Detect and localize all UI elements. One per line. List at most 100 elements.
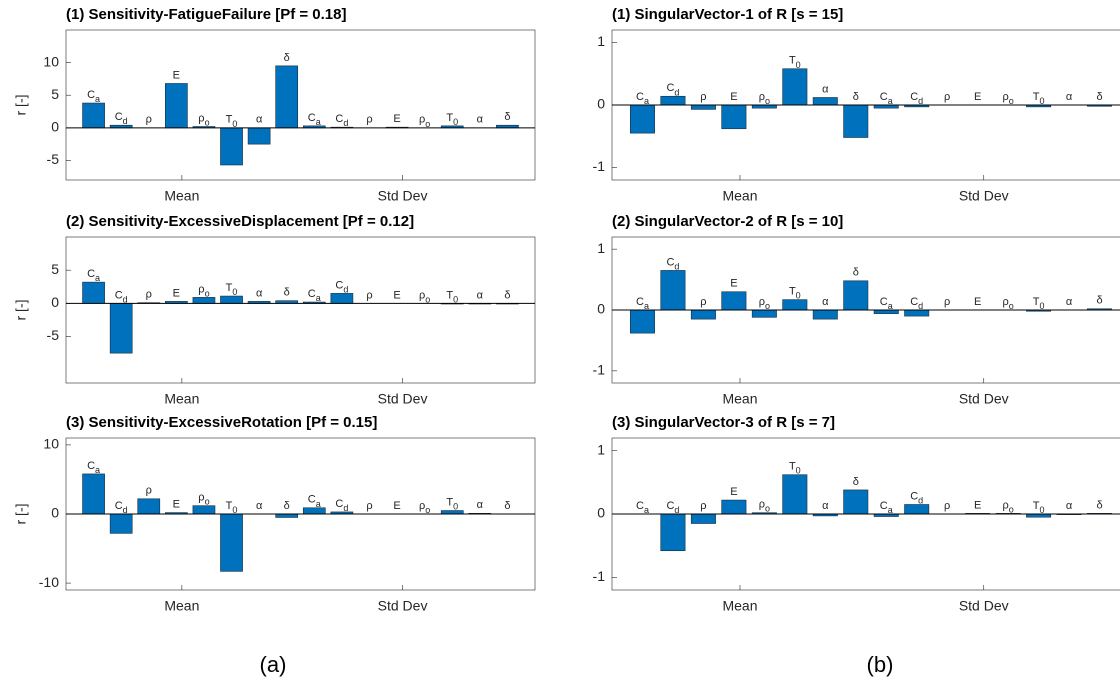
bar-label: ρ bbox=[366, 500, 372, 512]
chart-title: (3) Sensitivity-ExcessiveRotation [Pf = … bbox=[66, 414, 377, 431]
bar bbox=[109, 303, 133, 354]
x-group-label: Mean bbox=[164, 598, 199, 614]
bar-label: ρo bbox=[419, 114, 430, 129]
bar bbox=[330, 293, 354, 304]
bar-label: ρo bbox=[1002, 499, 1013, 514]
y-tick-label: -5 bbox=[47, 151, 60, 167]
x-group-label: Mean bbox=[164, 188, 199, 204]
y-tick-label: -1 bbox=[593, 568, 606, 584]
subplot: (3) Sensitivity-ExcessiveRotation [Pf = … bbox=[13, 414, 536, 614]
bar bbox=[690, 513, 716, 524]
bar-label: δ bbox=[504, 111, 510, 123]
bar bbox=[660, 270, 686, 311]
x-group-label: Mean bbox=[722, 598, 757, 614]
bar bbox=[247, 127, 271, 145]
bar-label: E bbox=[393, 289, 400, 301]
bar-label: α bbox=[1066, 296, 1073, 308]
subplot: (1) Sensitivity-FatigueFailure [Pf = 0.1… bbox=[13, 6, 536, 204]
bar bbox=[275, 65, 299, 129]
bar-label: E bbox=[730, 91, 737, 103]
chart-title: (3) SingularVector-3 of R [s = 7] bbox=[612, 414, 835, 431]
y-tick-label: 1 bbox=[597, 441, 605, 457]
bar-label: T0 bbox=[226, 282, 238, 297]
bar-label: T0 bbox=[1033, 91, 1045, 106]
y-tick-label: 0 bbox=[51, 119, 59, 135]
plot-area bbox=[65, 29, 536, 181]
bar-label: δ bbox=[504, 500, 510, 512]
bar-label: ρ bbox=[944, 91, 950, 103]
bar bbox=[843, 489, 869, 515]
bar-label: T0 bbox=[226, 114, 238, 129]
bar-label: ρ bbox=[944, 296, 950, 308]
y-tick-label: 0 bbox=[597, 96, 605, 112]
bar-label: E bbox=[173, 499, 180, 511]
y-tick-label: 10 bbox=[43, 436, 59, 452]
y-axis-label: r [-] bbox=[13, 504, 29, 525]
panel-label: (a) bbox=[260, 652, 287, 677]
bar-label: α bbox=[477, 114, 484, 126]
bar-label: T0 bbox=[226, 500, 238, 515]
bar bbox=[690, 309, 716, 320]
bar-label: α bbox=[256, 500, 263, 512]
bar-label: α bbox=[477, 499, 484, 511]
subplot: (1) SingularVector-1 of R [s = 15]-101Ca… bbox=[593, 6, 1120, 204]
x-group-label: Mean bbox=[164, 391, 199, 407]
bar bbox=[721, 291, 747, 311]
bar-label: δ bbox=[284, 287, 290, 299]
bar bbox=[904, 504, 930, 515]
bar-label: ρo bbox=[759, 91, 770, 106]
bar-label: ρo bbox=[198, 112, 209, 127]
x-group-label: Std Dev bbox=[378, 598, 428, 614]
bar bbox=[782, 68, 808, 106]
bar-label: ρ bbox=[366, 289, 372, 301]
bar-label: α bbox=[822, 296, 829, 308]
bar-label: α bbox=[1066, 500, 1073, 512]
bar bbox=[782, 299, 808, 311]
bar bbox=[690, 104, 716, 110]
bar-label: δ bbox=[284, 500, 290, 512]
bar-label: E bbox=[393, 500, 400, 512]
bar-label: δ bbox=[1096, 295, 1102, 307]
bar-label: T0 bbox=[1033, 500, 1045, 515]
bar-label: E bbox=[974, 296, 981, 308]
chart-title: (1) Sensitivity-FatigueFailure [Pf = 0.1… bbox=[66, 6, 347, 23]
bar-label: ρo bbox=[759, 296, 770, 311]
bar-label: δ bbox=[853, 476, 859, 488]
bar-label: δ bbox=[853, 267, 859, 279]
subplot: (2) Sensitivity-ExcessiveDisplacement [P… bbox=[13, 213, 536, 407]
y-tick-label: 0 bbox=[51, 294, 59, 310]
bar-label: ρ bbox=[700, 91, 706, 103]
bar-label: α bbox=[822, 500, 829, 512]
bar-label: T0 bbox=[789, 286, 801, 301]
bar-label: α bbox=[256, 287, 263, 299]
bar-label: ρo bbox=[1002, 296, 1013, 311]
bar bbox=[873, 309, 899, 314]
bar-label: ρ bbox=[700, 296, 706, 308]
bar-label: ρ bbox=[146, 114, 152, 126]
bar bbox=[165, 83, 188, 129]
bar-label: δ bbox=[504, 289, 510, 301]
bar-label: T0 bbox=[1033, 296, 1045, 311]
subplot: (2) SingularVector-2 of R [s = 10]-101Ca… bbox=[593, 213, 1120, 407]
bar bbox=[721, 499, 747, 515]
y-tick-label: -1 bbox=[593, 362, 606, 378]
bar-label: δ bbox=[1096, 499, 1102, 511]
x-group-label: Mean bbox=[722, 391, 757, 407]
bar-label: ρ bbox=[700, 500, 706, 512]
bar-label: E bbox=[730, 278, 737, 290]
bar-label: T0 bbox=[789, 55, 801, 70]
bar bbox=[82, 473, 105, 515]
x-group-label: Std Dev bbox=[959, 391, 1009, 407]
chart-title: (2) Sensitivity-ExcessiveDisplacement [P… bbox=[66, 213, 414, 230]
bar-label: E bbox=[173, 69, 180, 81]
bar bbox=[82, 102, 105, 129]
y-axis-label: r [-] bbox=[13, 95, 29, 116]
chart-title: (1) SingularVector-1 of R [s = 15] bbox=[612, 6, 843, 23]
bar-label: E bbox=[173, 287, 180, 299]
y-tick-label: -1 bbox=[593, 158, 606, 174]
bar-label: δ bbox=[284, 52, 290, 64]
bar-label: ρo bbox=[419, 289, 430, 304]
bar-label: E bbox=[974, 499, 981, 511]
